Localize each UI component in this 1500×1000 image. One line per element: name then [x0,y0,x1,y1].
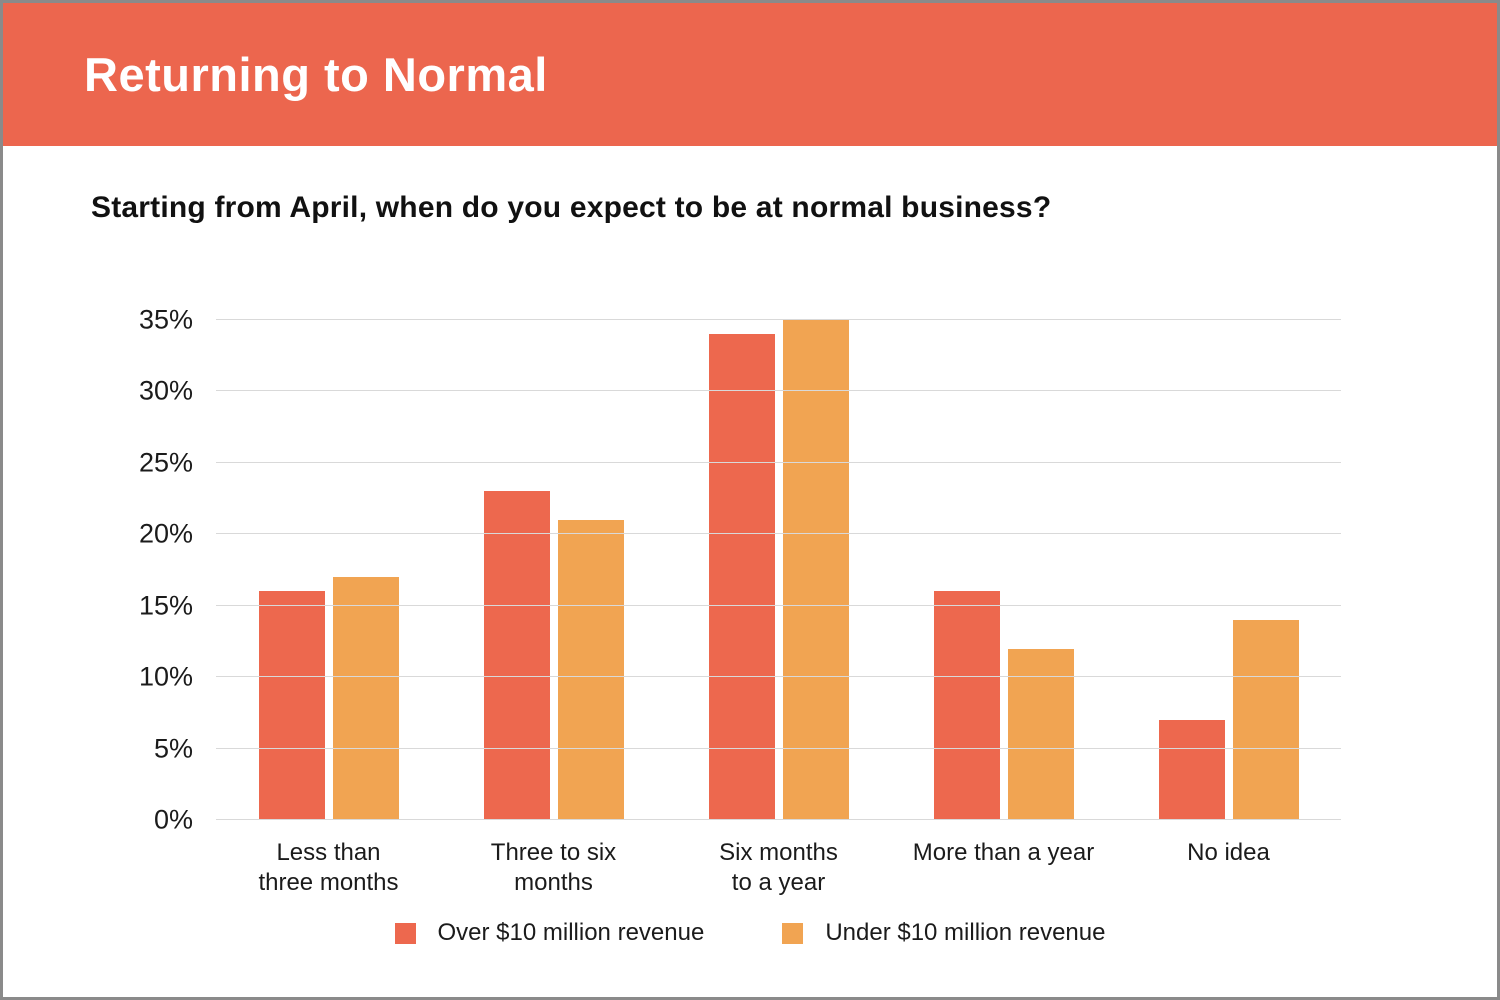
bar-group [441,320,666,820]
x-axis-category-label: Three to six months [490,839,617,896]
gridline-30 [216,390,1341,392]
bar-chart-plot-area [216,319,1341,820]
bar [483,491,550,820]
bar [708,334,775,820]
bar [1232,620,1299,820]
bar [1007,648,1074,820]
bar [557,520,624,820]
page-title: Returning to Normal [84,48,548,101]
gridline-35 [216,319,1341,320]
y-axis: 0% 5% 10% 15% 20% 25% 30% 35% [103,305,193,835]
bar-group [1116,320,1341,820]
header-band: Returning to Normal [3,3,1497,146]
gridline-0 [216,819,1341,820]
legend-label: Over $10 million revenue [437,919,705,946]
gridline-10 [216,676,1341,678]
x-axis-category-label: No idea [1187,839,1270,866]
bar [1158,720,1225,820]
bar-groups [216,320,1341,820]
bar-group [891,320,1116,820]
gridline-15 [216,604,1341,606]
chart-legend: Over $10 million revenue Under $10 millio… [3,919,1497,947]
y-axis-tick-label: 30% [138,375,193,406]
legend-label: Under $10 million revenue [825,919,1106,946]
y-axis-tick-label: 25% [138,447,193,478]
y-axis-tick-label: 20% [138,518,193,549]
y-axis-tick-label: 10% [138,661,193,692]
x-axis-category-label: Less than three months [258,839,399,896]
bar [258,591,325,820]
legend-swatch-icon [782,922,804,944]
x-axis-category-label: Six months to a year [719,839,838,896]
question-title: Starting from April, when do you expect … [91,191,1052,224]
y-axis-tick-label: 15% [138,590,193,621]
bar-group [216,320,441,820]
bar [933,591,1000,820]
y-axis-tick-label: 35% [138,304,193,335]
x-axis-category-label: More than a year [912,839,1095,866]
gridline-20 [216,533,1341,535]
legend-swatch-icon [394,922,416,944]
legend-item: Under $10 million revenue [782,919,1105,947]
y-axis-tick-label: 0% [153,804,193,835]
bar [332,577,399,820]
gridline-25 [216,461,1341,463]
legend-item: Over $10 million revenue [394,919,705,947]
y-axis-tick-label: 5% [153,733,193,764]
x-axis-labels: Less than three months Three to six month… [216,838,1341,898]
bar [782,320,849,820]
gridline-5 [216,747,1341,749]
bar-group [666,320,891,820]
